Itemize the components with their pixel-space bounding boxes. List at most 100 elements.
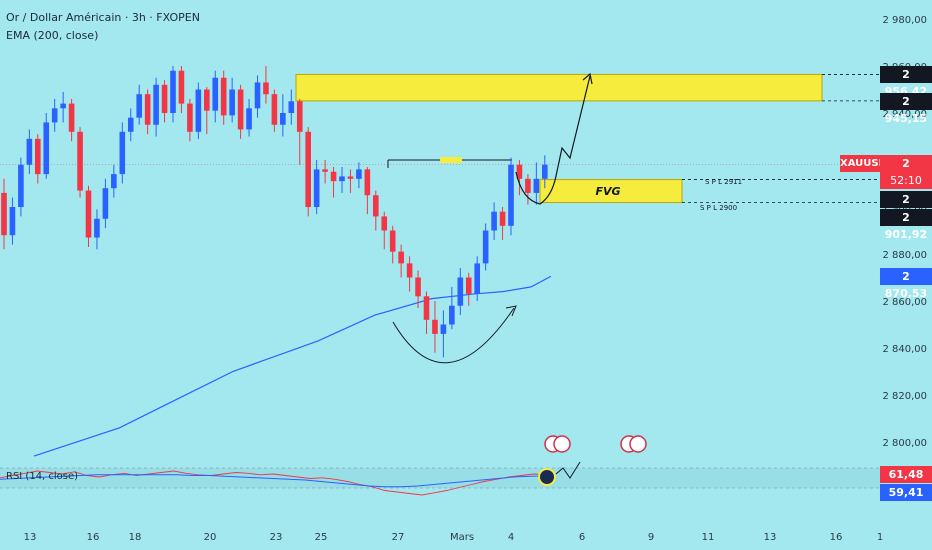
- y-tick-label: 2 800,00: [882, 438, 927, 449]
- candle-body: [330, 171, 337, 182]
- fvg-top-tag: 2 911,67: [880, 191, 932, 223]
- candle-body: [111, 174, 117, 189]
- candle-body: [465, 277, 472, 294]
- y-tick-label: 2 980,00: [882, 15, 927, 26]
- candle-body: [246, 108, 252, 130]
- candle-body: [229, 89, 235, 116]
- x-tick-label: 13: [24, 532, 37, 543]
- candle-body: [204, 89, 210, 111]
- symbol-tag: XAUUSD: [840, 155, 887, 172]
- rsi-ma-tag: 59,41: [880, 484, 932, 501]
- candle-body: [364, 169, 371, 196]
- candle-body: [94, 218, 100, 238]
- candle-body: [406, 263, 413, 278]
- candle-body: [254, 82, 261, 109]
- x-tick-label: 6: [579, 532, 585, 543]
- chart-title: Or / Dollar Américain · 3h · FXOPEN: [6, 11, 200, 24]
- x-tick-label: 20: [204, 532, 217, 543]
- candle-body: [60, 103, 66, 109]
- x-tick-label: 27: [392, 532, 405, 543]
- candle-body: [347, 176, 354, 179]
- candle-body: [373, 195, 379, 217]
- y-tick-label: 2 840,00: [882, 344, 927, 355]
- y-tick-label: 2 880,00: [882, 250, 927, 261]
- rsi-ma-line: [0, 474, 547, 488]
- y-tick-label: 2 860,00: [882, 297, 927, 308]
- x-tick-label: 9: [648, 532, 654, 543]
- candle-body: [195, 89, 202, 132]
- rsi-highlight-dot: [538, 468, 556, 486]
- event-flag-icon: [553, 435, 571, 453]
- countdown-tag: 52:10: [880, 172, 932, 189]
- candle-body: [170, 70, 176, 113]
- rsi-line: [0, 470, 547, 496]
- candle-body: [356, 169, 362, 179]
- y-tick-label: 2 940,00: [882, 109, 927, 120]
- candle-body: [432, 319, 438, 334]
- candle-body: [440, 324, 447, 334]
- candle-body: [51, 108, 58, 123]
- candle-body: [525, 178, 531, 193]
- candle-body: [482, 230, 489, 264]
- x-tick-label: 16: [830, 532, 843, 543]
- candle-body: [35, 138, 41, 175]
- projection-arrow-head: [582, 72, 593, 85]
- candle-body: [144, 94, 151, 125]
- candle-body: [153, 84, 159, 125]
- candle-body: [237, 89, 244, 130]
- candle-body: [415, 277, 421, 297]
- candle-body: [499, 211, 506, 226]
- x-tick-label: 13: [764, 532, 777, 543]
- candle-body: [423, 296, 430, 320]
- candle-body: [322, 169, 328, 172]
- x-tick-label: 18: [129, 532, 142, 543]
- candle-body: [271, 94, 278, 125]
- x-tick-label: 4: [508, 532, 514, 543]
- candle-body: [77, 131, 83, 191]
- candle-body: [1, 192, 7, 236]
- x-tick-label: 16: [87, 532, 100, 543]
- candle-body: [398, 251, 404, 264]
- candle-body: [9, 207, 16, 236]
- zone-top-tag: 2 956,42: [880, 66, 932, 98]
- candle-body: [220, 77, 227, 116]
- rsi-value-tag: 61,48: [880, 466, 932, 483]
- candle-body: [68, 103, 75, 132]
- x-tick-label: Mars: [450, 532, 474, 543]
- candle-body: [381, 216, 388, 231]
- rsi-legend: RSI (14, close): [6, 471, 79, 482]
- candle-body: [288, 101, 295, 113]
- candle-body: [474, 263, 480, 294]
- candle-body: [178, 70, 185, 104]
- candle-body: [136, 94, 142, 118]
- cup-arrow-head: [505, 305, 517, 317]
- y-tick-label: 2 900,00: [882, 203, 927, 214]
- candle-body: [280, 113, 286, 125]
- ema-price-tag: 2 870,53: [880, 268, 932, 300]
- projection-path: [515, 75, 591, 205]
- candle-body: [457, 277, 464, 306]
- last-price-tag: 2 918,03: [880, 155, 932, 187]
- candle-body: [389, 230, 396, 252]
- neckline-marker: [440, 157, 462, 163]
- candle-body: [296, 101, 303, 132]
- x-tick-label: 23: [270, 532, 283, 543]
- fvg-zone: [539, 179, 683, 203]
- candle-body: [263, 82, 269, 95]
- candle-body: [43, 122, 50, 175]
- candle-body: [18, 164, 24, 207]
- y-tick-label: 2 820,00: [882, 391, 927, 402]
- candle-body: [508, 164, 514, 226]
- candle-body: [305, 131, 311, 207]
- x-tick-label: 11: [702, 532, 715, 543]
- candle-body: [313, 169, 320, 207]
- ema-legend: EMA (200, close): [6, 29, 99, 42]
- candle-body: [161, 84, 168, 113]
- ema-200-line: [33, 275, 552, 457]
- candle-body: [491, 211, 497, 231]
- candle-body: [542, 164, 548, 179]
- candle-body: [339, 176, 345, 182]
- candle-body: [187, 103, 193, 132]
